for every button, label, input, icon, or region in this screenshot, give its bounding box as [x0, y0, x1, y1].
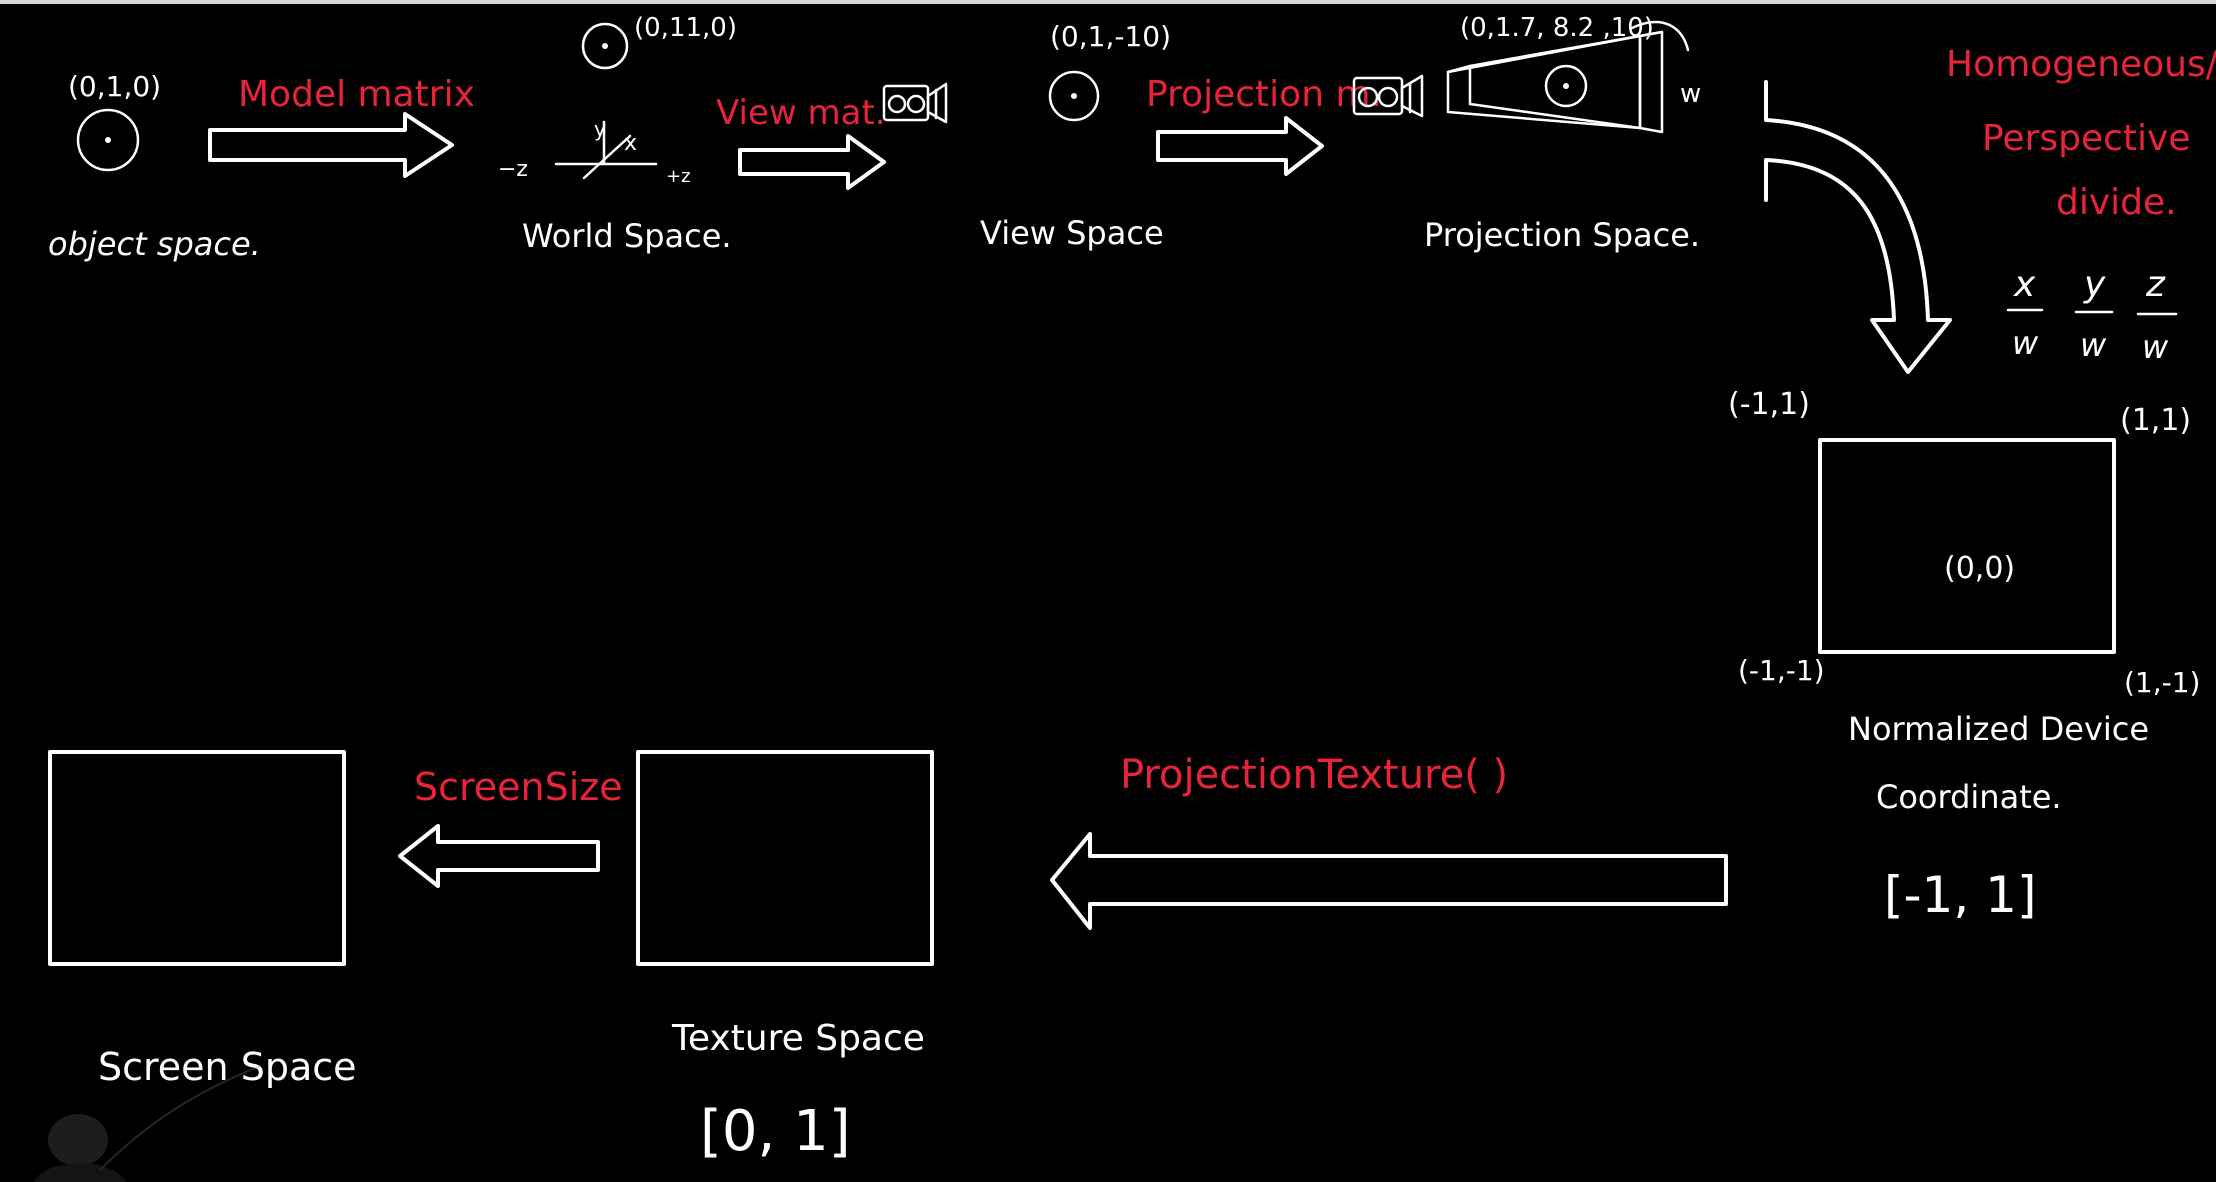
- object-sphere-center-dot: [105, 137, 111, 143]
- projection-texture-label: ProjectionTexture( ): [1120, 752, 1508, 798]
- view-sphere-icon: [1048, 70, 1100, 122]
- ndc-box: [1818, 438, 2116, 654]
- perspective-divide-group: Homogeneous/ Perspective divide. x w y w…: [1764, 44, 2216, 374]
- projection-sphere-center-dot: [1563, 83, 1569, 89]
- view-space-group: (0,1,-10) View Space: [980, 20, 1171, 252]
- world-space-label: World Space.: [522, 217, 732, 255]
- projection-matrix-arrow-group: Projection m.: [1146, 74, 1382, 176]
- object-space-coord: (0,1,0): [68, 70, 161, 103]
- frustum-w-pointer: [1630, 20, 1690, 52]
- ndc-label-line2: Coordinate.: [1876, 778, 2062, 816]
- ndc-corner-top-left: (-1,1): [1728, 387, 1810, 422]
- ndc-range: [-1, 1]: [1884, 866, 2036, 924]
- divide-title-line3: divide.: [2056, 182, 2177, 223]
- world-axis-pos-z-label: +z: [666, 166, 691, 187]
- projection-space-group: (0,1.7, 8.2 ,10) w Projection Space.: [1424, 13, 1701, 254]
- fraction-x-den: w: [2012, 324, 2039, 362]
- divide-fraction-z: z w: [2136, 264, 2178, 366]
- view-space-coord: (0,1,-10): [1050, 20, 1171, 53]
- projection-sphere-icon: [1544, 64, 1588, 108]
- model-matrix-arrow-group: Model matrix: [208, 74, 475, 178]
- ndc-group: (-1,1) (1,1) (0,0) (-1,-1) (1,-1) Normal…: [1728, 387, 2200, 924]
- texture-space-range: [0, 1]: [700, 1099, 851, 1164]
- frustum-far-face: [1638, 30, 1664, 134]
- projection-texture-arrow: [1050, 832, 1728, 930]
- world-axis-x-line: [582, 134, 632, 180]
- texture-space-group: Texture Space [0, 1]: [636, 750, 934, 1164]
- fraction-y-num: y: [2083, 264, 2106, 305]
- view-matrix-label: View mat.: [716, 93, 886, 133]
- ndc-corner-top-right: (1,1): [2120, 403, 2191, 438]
- texture-space-box: [636, 750, 934, 966]
- projection-w-label: w: [1680, 79, 1701, 109]
- object-space-label: object space.: [48, 225, 261, 263]
- ndc-label-line1: Normalized Device: [1848, 710, 2149, 748]
- projection-space-label: Projection Space.: [1424, 216, 1700, 254]
- model-matrix-arrow: [208, 112, 454, 178]
- fraction-y-den: w: [2080, 326, 2107, 364]
- divide-title-line2: Perspective: [1982, 118, 2191, 159]
- view-sphere-center-dot: [1071, 93, 1077, 99]
- model-matrix-label: Model matrix: [238, 74, 475, 115]
- camera-icon: [1352, 74, 1424, 118]
- divide-title-line1: Homogeneous/: [1946, 44, 2216, 85]
- object-sphere-icon: [76, 108, 140, 172]
- world-space-group: (0,11,0) y x −z +z World Space.: [498, 13, 737, 255]
- world-axis-y-label: y: [594, 117, 606, 141]
- projection-texture-arrow-group: ProjectionTexture( ): [1050, 752, 1728, 930]
- view-matrix-arrow: [738, 134, 886, 190]
- presenter-thumbnail: [34, 1065, 261, 1182]
- screen-space-box: [48, 750, 346, 966]
- ndc-corner-bottom-right: (1,-1): [2124, 666, 2200, 699]
- screen-size-arrow: [398, 824, 600, 888]
- divide-fraction-x: x w: [2006, 264, 2044, 362]
- projection-matrix-arrow: [1156, 116, 1324, 176]
- camera-icon: [882, 82, 948, 124]
- texture-space-label: Texture Space: [671, 1018, 925, 1059]
- perspective-divide-curved-arrow: [1764, 80, 1952, 374]
- divide-fraction-y: y w: [2074, 264, 2114, 364]
- screen-space-label: Screen Space: [98, 1045, 357, 1089]
- screen-space-group: Screen Space: [48, 750, 357, 1089]
- world-sphere-icon: [581, 22, 629, 70]
- ndc-corner-bottom-left: (-1,-1): [1738, 654, 1825, 687]
- view-matrix-arrow-group: View mat.: [716, 93, 886, 190]
- fraction-x-num: x: [2013, 264, 2036, 305]
- object-space-group: (0,1,0) object space.: [48, 70, 261, 263]
- world-axis-x-label: x: [624, 131, 637, 156]
- fraction-z-num: z: [2145, 264, 2166, 305]
- projection-matrix-label: Projection m.: [1146, 74, 1382, 115]
- ndc-center-label: (0,0): [1944, 551, 2015, 586]
- world-axis-neg-z-label: −z: [498, 157, 528, 182]
- world-sphere-center-dot: [602, 43, 608, 49]
- fraction-z-den: w: [2142, 328, 2169, 366]
- window-top-edge: [0, 0, 2216, 4]
- world-space-coord: (0,11,0): [634, 13, 737, 43]
- view-space-label: View Space: [980, 214, 1164, 252]
- screen-size-label: ScreenSize: [414, 765, 623, 809]
- screen-size-arrow-group: ScreenSize: [398, 765, 623, 888]
